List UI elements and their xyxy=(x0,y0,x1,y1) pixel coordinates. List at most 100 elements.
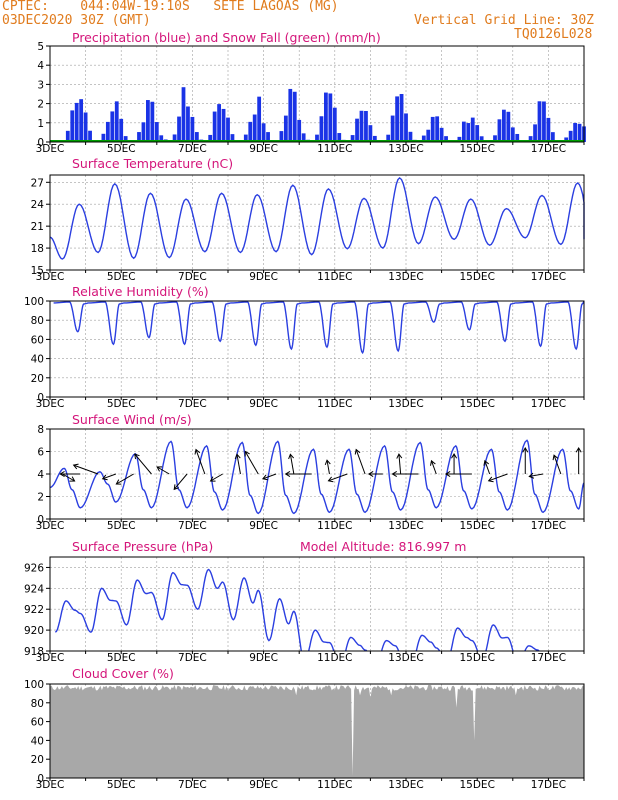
precip-bar xyxy=(368,125,373,142)
x-tick-label: 11DEC xyxy=(317,520,352,532)
panel-frame xyxy=(49,683,585,779)
y-tick-label: 100 xyxy=(24,296,44,308)
x-tick-label: 5DEC xyxy=(107,779,136,791)
precip-bar xyxy=(88,130,92,142)
header-grid-line-label: Vertical Grid Line: 30Z xyxy=(414,13,595,28)
precip-bar xyxy=(497,119,502,142)
wind-vector xyxy=(488,473,508,482)
precip-bar xyxy=(542,101,546,142)
x-tick-label: 13DEC xyxy=(388,143,423,155)
x-tick-label: 17DEC xyxy=(531,520,566,532)
pressure-annotation: Model Altitude: 816.997 m xyxy=(300,539,467,554)
y-tick-label: 0 xyxy=(37,392,44,404)
x-tick-label: 9DEC xyxy=(249,520,278,532)
precip-bar xyxy=(426,129,431,142)
precip-bar xyxy=(252,114,257,142)
y-tick-label: 4 xyxy=(37,469,44,481)
wind-vector-head xyxy=(156,466,163,472)
wind-vector-head xyxy=(209,476,216,482)
precip-bar xyxy=(337,133,342,142)
precip-bar xyxy=(217,104,221,142)
precip-bar xyxy=(181,87,186,142)
precip-bar xyxy=(279,131,284,142)
precip-bar xyxy=(408,131,413,142)
wind-vector xyxy=(173,473,188,490)
x-tick-label: 17DEC xyxy=(531,398,566,410)
wind-vector-head xyxy=(59,470,65,478)
wind-vector-head xyxy=(552,454,559,461)
x-tick-label: 11DEC xyxy=(317,398,352,410)
x-tick-label: 17DEC xyxy=(531,143,566,155)
wind-vector xyxy=(553,455,562,475)
precip-bar xyxy=(461,121,466,142)
x-tick-label: 15DEC xyxy=(459,398,494,410)
wind-vector-head xyxy=(69,476,76,482)
y-tick-label: 918 xyxy=(24,646,44,658)
wind-vector-head xyxy=(444,470,451,478)
precip-bar xyxy=(444,136,448,142)
precip-bar xyxy=(355,118,359,142)
y-tick-label: 926 xyxy=(24,562,44,574)
precip-bar xyxy=(283,115,288,142)
x-tick-label: 5DEC xyxy=(107,652,136,664)
precip-bar xyxy=(137,132,141,142)
x-tick-label: 17DEC xyxy=(531,652,566,664)
precip-bar xyxy=(101,133,106,142)
wind-vector-head xyxy=(327,476,334,483)
y-tick-label: 60 xyxy=(31,717,44,729)
precip-bar xyxy=(546,117,551,142)
humidity-title: Relative Humidity (%) xyxy=(72,284,209,299)
header-model-code: TQ0126L028 xyxy=(514,27,593,42)
temperature-title: Surface Temperature (nC) xyxy=(72,156,234,171)
precip-bar xyxy=(150,101,155,142)
precip-bar xyxy=(493,135,497,142)
x-tick-label: 11DEC xyxy=(317,652,352,664)
precip-bar xyxy=(466,123,471,142)
precip-bar xyxy=(533,124,537,142)
wind-vector-head xyxy=(234,453,241,460)
cloud-title: Cloud Cover (%) xyxy=(72,666,174,681)
x-tick-label: 9DEC xyxy=(249,779,278,791)
x-tick-label: 15DEC xyxy=(459,652,494,664)
precip-bar xyxy=(475,125,480,142)
precip-bar xyxy=(292,91,297,142)
wind-vector-head xyxy=(284,470,291,478)
precip-bar xyxy=(70,110,75,142)
wind-vector-head xyxy=(288,453,295,460)
y-tick-label: 4 xyxy=(37,60,44,72)
wind-vector xyxy=(102,473,117,480)
wind-vector-head xyxy=(354,448,361,455)
y-tick-label: 924 xyxy=(24,583,44,595)
wind-vector xyxy=(210,473,223,482)
precip-bar xyxy=(301,133,306,142)
wind-vector-head xyxy=(115,479,122,485)
precip-bar xyxy=(332,107,337,142)
x-tick-label: 7DEC xyxy=(178,143,207,155)
x-tick-label: 11DEC xyxy=(317,271,352,283)
precip-bar xyxy=(395,96,399,142)
precip-bar xyxy=(83,112,88,142)
panel-frame xyxy=(49,45,585,143)
x-tick-label: 3DEC xyxy=(36,652,65,664)
precip-bar xyxy=(315,134,319,142)
precip-bar xyxy=(386,134,391,142)
precip-bar xyxy=(364,110,368,142)
precip-bar xyxy=(230,134,235,142)
x-tick-label: 17DEC xyxy=(531,779,566,791)
wind-series-line xyxy=(49,439,585,515)
precip-bar xyxy=(114,101,119,142)
precip-bar xyxy=(328,93,333,142)
x-tick-label: 13DEC xyxy=(388,652,423,664)
precip-bar xyxy=(141,122,146,142)
x-tick-label: 9DEC xyxy=(249,398,278,410)
precip-bar xyxy=(457,136,462,142)
y-tick-label: 24 xyxy=(31,199,45,211)
x-tick-label: 7DEC xyxy=(178,779,207,791)
wind-vector-head xyxy=(430,459,436,466)
y-tick-label: 922 xyxy=(24,604,44,616)
precip-bar xyxy=(172,134,177,142)
temperature-series-line xyxy=(49,176,585,260)
precip-bar xyxy=(243,134,248,142)
panel-frame xyxy=(49,174,585,271)
